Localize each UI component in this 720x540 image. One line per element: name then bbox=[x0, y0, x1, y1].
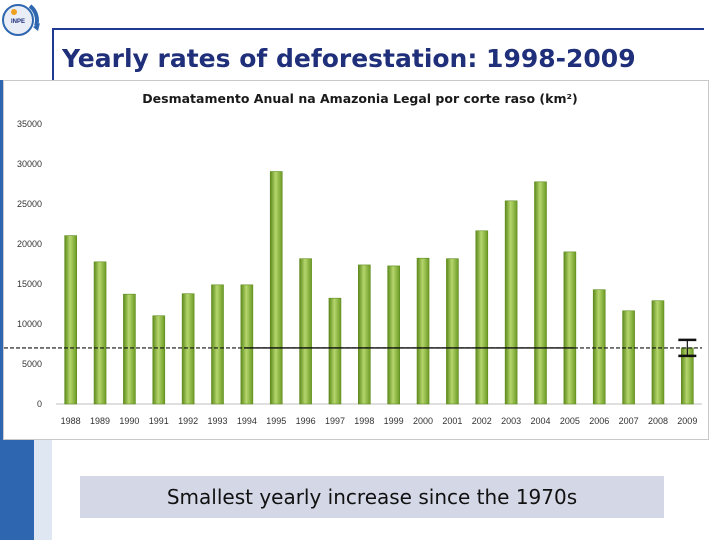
y-tick-label: 15000 bbox=[17, 279, 42, 289]
y-tick-label: 0 bbox=[37, 399, 42, 409]
x-tick-label: 2000 bbox=[413, 416, 433, 426]
bar bbox=[504, 200, 518, 405]
bar bbox=[622, 310, 635, 405]
x-tick-label: 1990 bbox=[119, 416, 139, 426]
y-tick-label: 30000 bbox=[17, 159, 42, 169]
bar bbox=[563, 251, 577, 405]
bar bbox=[64, 235, 77, 405]
bar bbox=[328, 297, 342, 405]
bar bbox=[211, 284, 224, 405]
bar bbox=[651, 300, 665, 405]
bar bbox=[93, 261, 107, 405]
x-tick-label: 2006 bbox=[589, 416, 609, 426]
x-tick-label: 1995 bbox=[266, 416, 286, 426]
x-tick-label: 1997 bbox=[325, 416, 345, 426]
bar bbox=[240, 284, 254, 405]
x-tick-label: 2003 bbox=[501, 416, 521, 426]
bar bbox=[416, 257, 430, 405]
bar bbox=[358, 264, 371, 405]
bar-chart: Desmatamento Anual na Amazonia Legal por… bbox=[4, 91, 702, 426]
logo-text: INPE bbox=[11, 19, 25, 25]
x-tick-label: 2008 bbox=[648, 416, 668, 426]
chart-container: Desmatamento Anual na Amazonia Legal por… bbox=[3, 80, 709, 440]
x-tick-label: 1989 bbox=[90, 416, 110, 426]
inpe-logo: INPE bbox=[2, 4, 40, 36]
x-tick-label: 2005 bbox=[560, 416, 580, 426]
slide-title: Yearly rates of deforestation: 1998-2009 bbox=[62, 44, 636, 73]
x-tick-label: 1994 bbox=[237, 416, 257, 426]
bar bbox=[475, 230, 489, 405]
x-tick-label: 1988 bbox=[61, 416, 81, 426]
caption-text: Smallest yearly increase since the 1970s bbox=[166, 485, 578, 509]
bar bbox=[299, 258, 312, 405]
bar bbox=[123, 293, 136, 405]
bar bbox=[152, 315, 166, 405]
x-tick-label: 1999 bbox=[384, 416, 404, 426]
y-tick-label: 35000 bbox=[17, 119, 42, 129]
bar bbox=[269, 171, 283, 405]
y-tick-label: 5000 bbox=[22, 359, 42, 369]
bar bbox=[446, 258, 459, 405]
title-frame bbox=[52, 28, 704, 82]
y-tick-label: 10000 bbox=[17, 319, 42, 329]
bar bbox=[387, 265, 400, 405]
x-tick-label: 2001 bbox=[442, 416, 462, 426]
x-tick-label: 2009 bbox=[677, 416, 697, 426]
x-tick-label: 1992 bbox=[178, 416, 198, 426]
bar bbox=[181, 293, 195, 405]
bar bbox=[534, 181, 547, 405]
x-tick-label: 1996 bbox=[296, 416, 316, 426]
y-tick-label: 25000 bbox=[17, 199, 42, 209]
caption-box: Smallest yearly increase since the 1970s bbox=[80, 476, 664, 518]
y-tick-label: 20000 bbox=[17, 239, 42, 249]
x-tick-label: 2007 bbox=[619, 416, 639, 426]
x-tick-label: 2002 bbox=[472, 416, 492, 426]
bar bbox=[592, 289, 606, 405]
x-tick-label: 2004 bbox=[530, 416, 550, 426]
x-tick-label: 1991 bbox=[149, 416, 169, 426]
x-tick-label: 1998 bbox=[354, 416, 374, 426]
x-tick-label: 1993 bbox=[207, 416, 227, 426]
chart-title: Desmatamento Anual na Amazonia Legal por… bbox=[142, 91, 577, 106]
